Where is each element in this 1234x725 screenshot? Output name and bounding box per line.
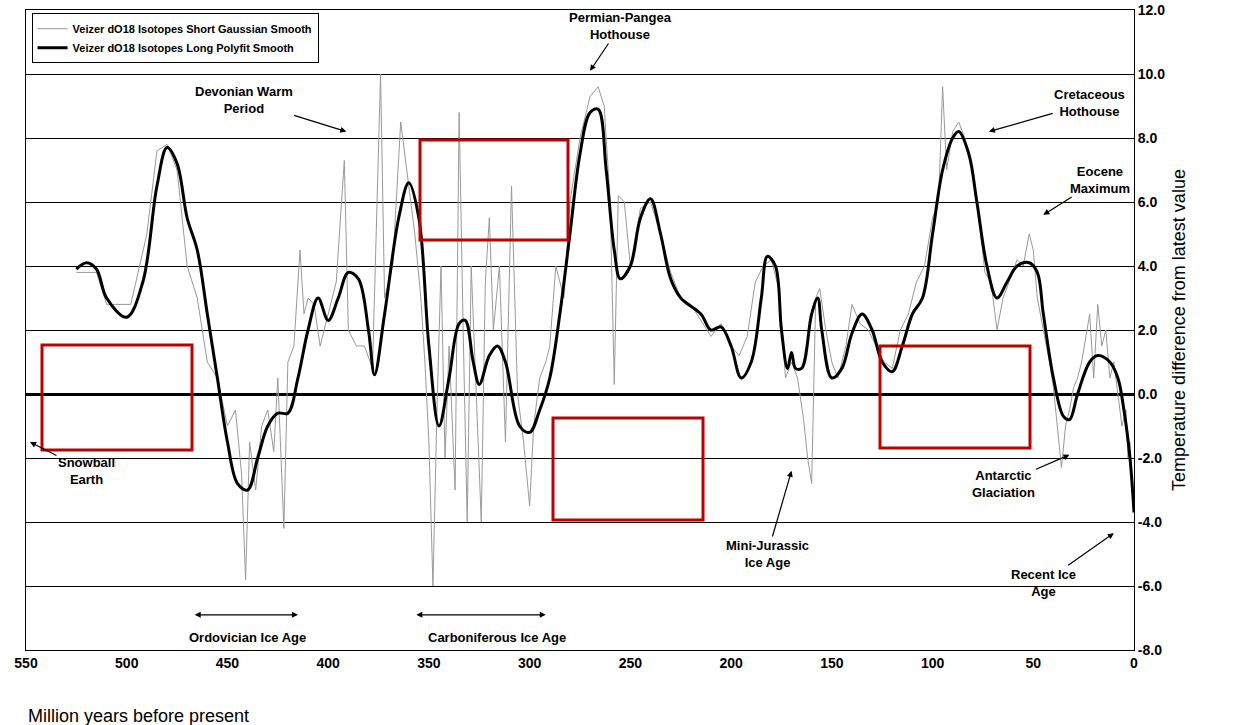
svg-text:6.0: 6.0 — [1138, 194, 1158, 210]
svg-text:Mini-JurassicIce Age: Mini-JurassicIce Age — [726, 538, 809, 570]
svg-text:300: 300 — [518, 655, 542, 671]
svg-text:4.0: 4.0 — [1138, 258, 1158, 274]
svg-text:Ordovician Ice Age: Ordovician Ice Age — [189, 630, 306, 645]
svg-text:550: 550 — [14, 655, 38, 671]
svg-text:Devonian WarmPeriod: Devonian WarmPeriod — [195, 84, 293, 116]
svg-text:400: 400 — [317, 655, 341, 671]
svg-text:Veizer dO18 Isotopes Short Gau: Veizer dO18 Isotopes Short Gaussian Smoo… — [73, 23, 312, 35]
svg-text:Recent IceAge: Recent IceAge — [1011, 567, 1076, 599]
svg-text:-8.0: -8.0 — [1138, 642, 1162, 658]
svg-text:Veizer dO18 Isotopes Long Poly: Veizer dO18 Isotopes Long Polyfit Smooth — [73, 42, 295, 54]
svg-text:150: 150 — [820, 655, 844, 671]
svg-text:2.0: 2.0 — [1138, 322, 1158, 338]
svg-text:500: 500 — [115, 655, 139, 671]
svg-text:8.0: 8.0 — [1138, 130, 1158, 146]
svg-text:200: 200 — [719, 655, 743, 671]
svg-text:100: 100 — [921, 655, 945, 671]
svg-text:EoceneMaximum: EoceneMaximum — [1070, 164, 1130, 196]
svg-text:12.0: 12.0 — [1138, 2, 1165, 18]
svg-text:250: 250 — [619, 655, 643, 671]
svg-text:Temperature difference from la: Temperature difference from latest value — [1169, 169, 1189, 491]
svg-text:SnowballEarth: SnowballEarth — [58, 455, 115, 487]
svg-text:Carboniferous Ice Age: Carboniferous Ice Age — [428, 630, 566, 645]
svg-text:10.0: 10.0 — [1138, 66, 1165, 82]
svg-text:50: 50 — [1025, 655, 1041, 671]
svg-text:Permian-PangeaHothouse: Permian-PangeaHothouse — [569, 10, 672, 42]
svg-text:-4.0: -4.0 — [1138, 514, 1162, 530]
svg-text:-6.0: -6.0 — [1138, 578, 1162, 594]
svg-text:0.0: 0.0 — [1138, 386, 1158, 402]
svg-text:450: 450 — [216, 655, 240, 671]
svg-text:-2.0: -2.0 — [1138, 450, 1162, 466]
svg-text:0: 0 — [1130, 655, 1138, 671]
svg-text:Million years before present: Million years before present — [28, 706, 249, 725]
svg-text:AntarcticGlaciation: AntarcticGlaciation — [972, 468, 1035, 500]
svg-text:350: 350 — [417, 655, 441, 671]
svg-text:CretaceousHothouse: CretaceousHothouse — [1054, 87, 1125, 119]
